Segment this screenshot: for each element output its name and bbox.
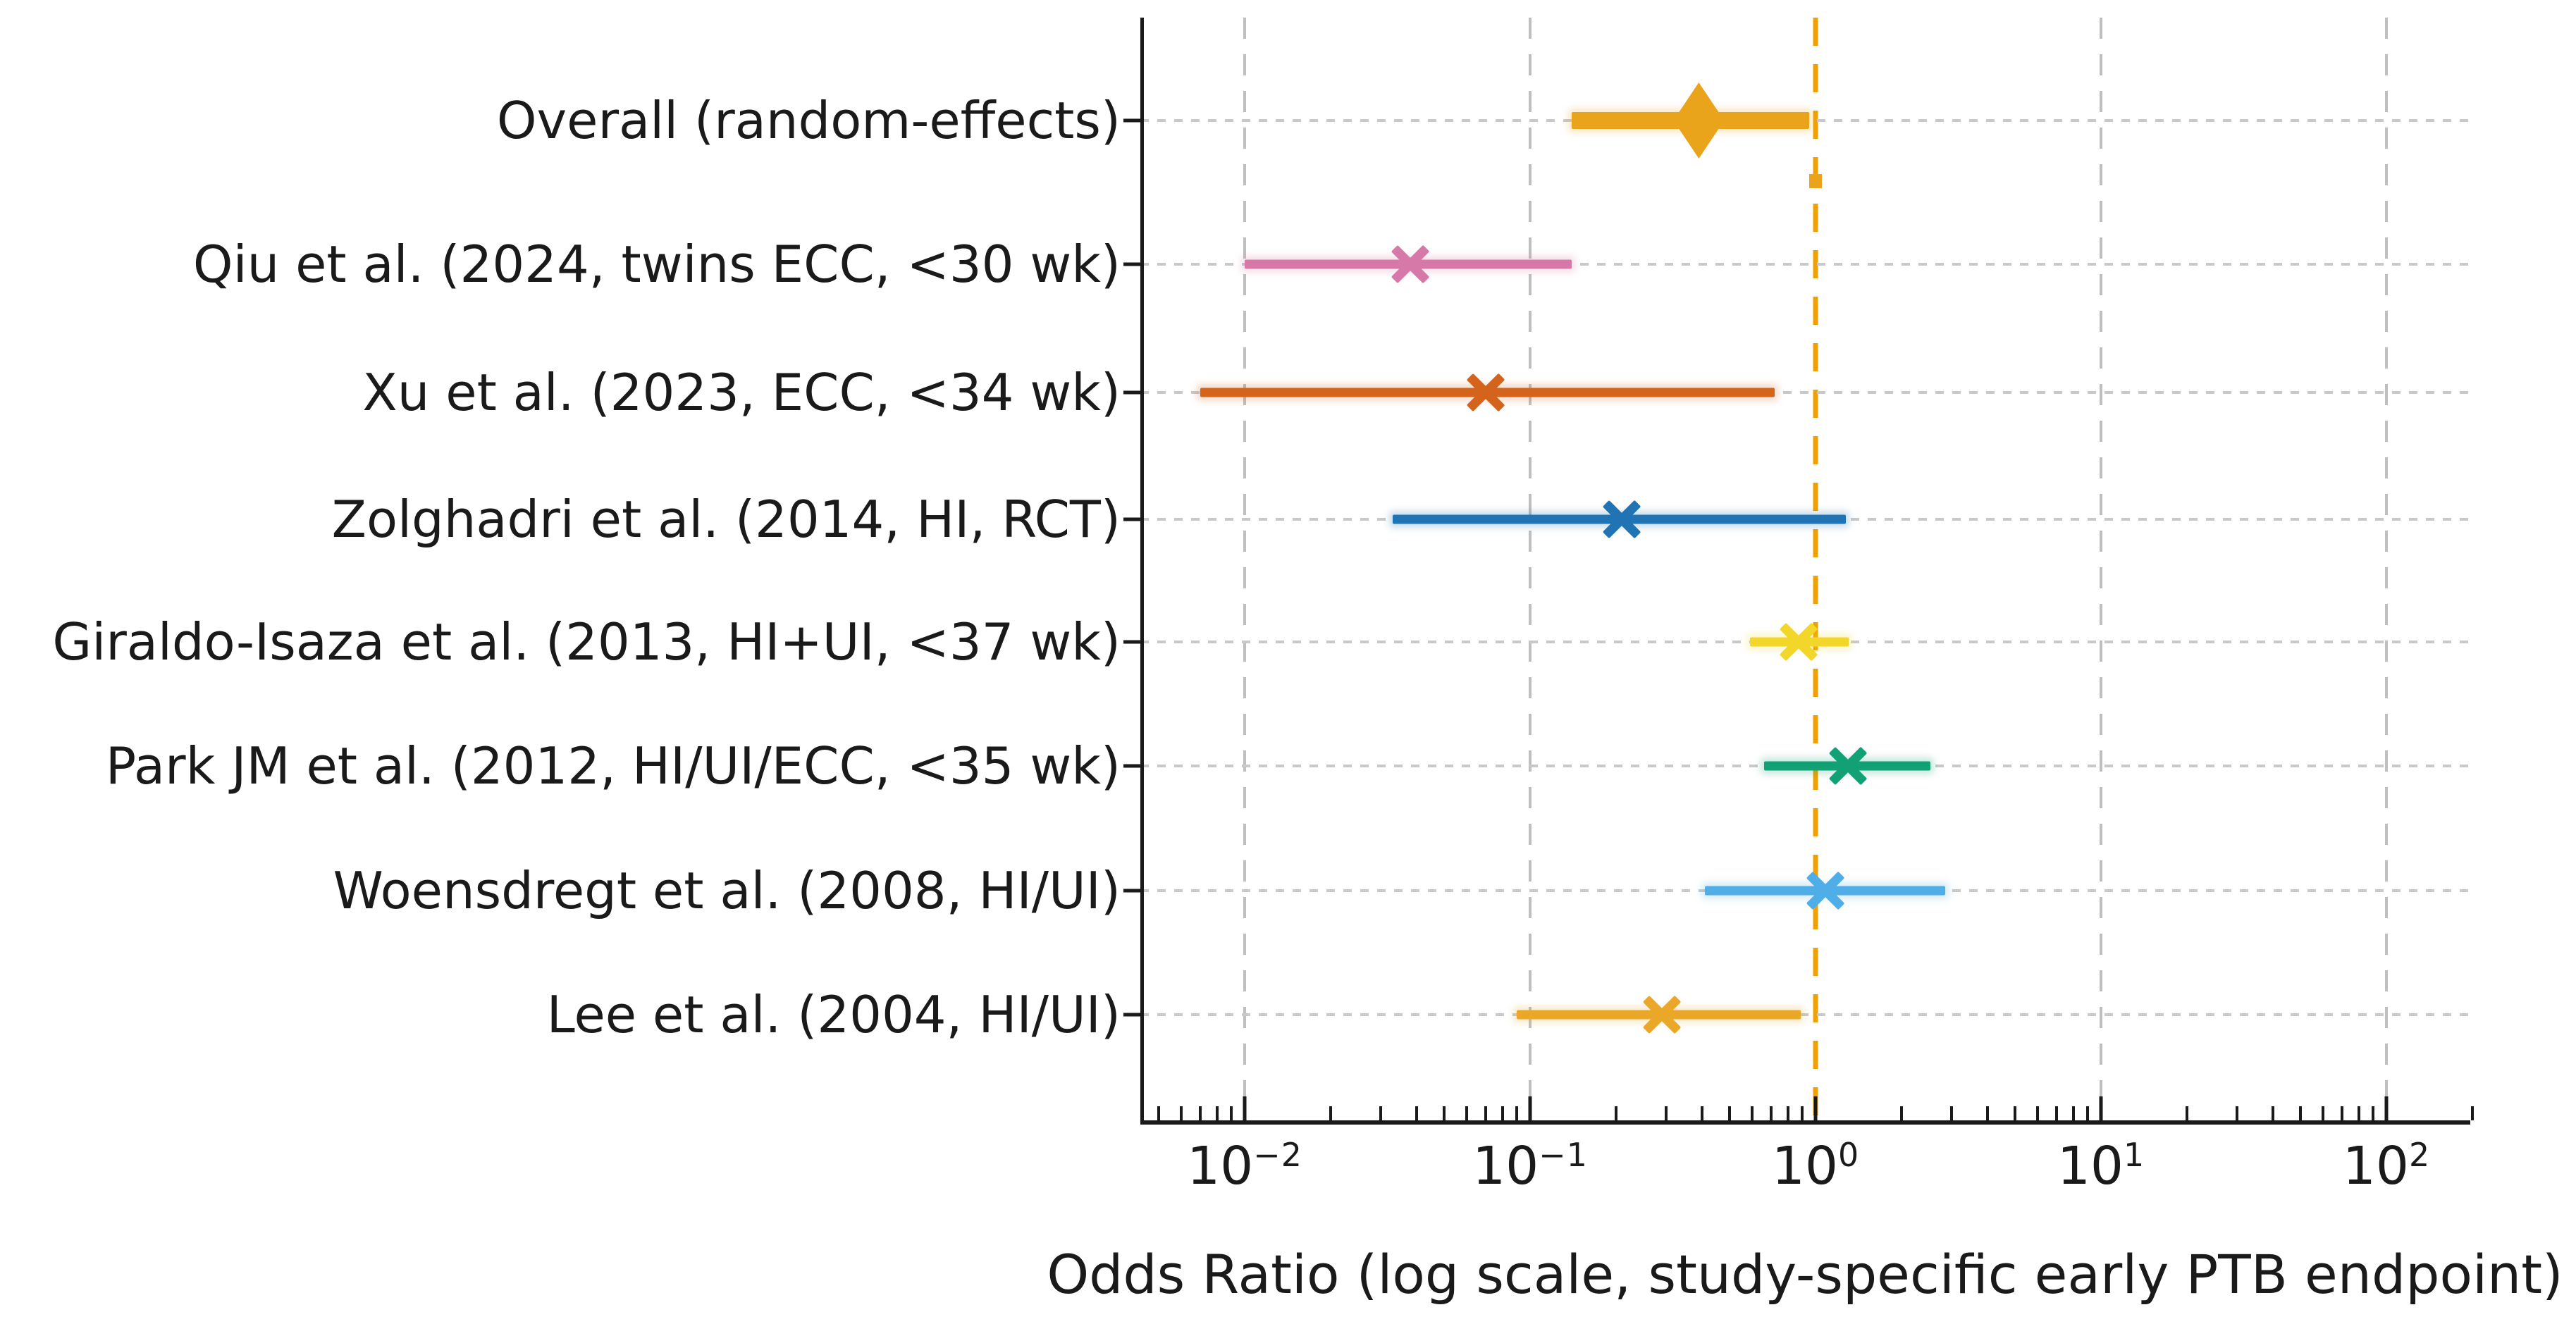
y-tick	[1123, 118, 1140, 123]
x-major-tick	[1813, 1096, 1818, 1120]
x-minor-tick	[1665, 1106, 1668, 1120]
x-minor-tick	[1899, 1106, 1903, 1120]
row-label: Park JM et al. (2012, HI/UI/ECC, <35 wk)	[105, 736, 1121, 796]
x-minor-tick	[1379, 1106, 1383, 1120]
x-minor-tick	[1786, 1106, 1789, 1120]
x-minor-tick	[1329, 1106, 1332, 1120]
vertical-gridline-10e-1	[1529, 18, 1532, 1120]
x-tick-label-10e1: 101	[2057, 1136, 2145, 1197]
x-minor-tick	[1700, 1106, 1703, 1120]
x-minor-tick	[2341, 1106, 2344, 1120]
x-minor-tick	[2357, 1106, 2360, 1120]
study-x-marker	[1779, 622, 1818, 662]
vertical-gridline-10e1	[2100, 18, 2102, 1120]
vertical-gridline-10e2	[2385, 18, 2388, 1120]
row-label: Lee et al. (2004, HI/UI)	[546, 985, 1121, 1044]
x-major-tick	[2099, 1096, 2103, 1120]
y-tick	[1123, 764, 1140, 768]
x-minor-tick	[2236, 1106, 2239, 1120]
row-label: Xu et al. (2023, ECC, <34 wk)	[362, 363, 1121, 422]
summary-diamond-marker	[1673, 82, 1725, 159]
study-x-marker	[1467, 373, 1505, 412]
x-minor-tick	[2086, 1106, 2090, 1120]
row-gridline	[1140, 391, 2470, 394]
x-minor-tick	[1199, 1106, 1202, 1120]
y-tick	[1123, 390, 1140, 395]
row-gridline	[1140, 1013, 2470, 1016]
x-tick-label-10e-2: 10−2	[1187, 1136, 1302, 1197]
row-label: Overall (random-effects)	[496, 91, 1121, 150]
row-gridline	[1140, 263, 2470, 266]
x-minor-tick	[2271, 1106, 2274, 1120]
row-label: Woensdregt et al. (2008, HI/UI)	[333, 861, 1121, 920]
x-minor-tick	[1614, 1106, 1617, 1120]
x-minor-tick	[2014, 1106, 2017, 1120]
study-x-marker	[1643, 995, 1682, 1034]
reference-annotation-square	[1809, 174, 1822, 188]
x-tick-label-10e2: 102	[2342, 1136, 2431, 1197]
x-minor-tick	[1500, 1106, 1504, 1120]
x-minor-tick	[1230, 1106, 1233, 1120]
x-minor-tick	[2372, 1106, 2375, 1120]
x-minor-tick	[2322, 1106, 2325, 1120]
x-minor-tick	[1770, 1106, 1773, 1120]
study-x-marker	[1806, 871, 1844, 910]
x-minor-tick	[2185, 1106, 2188, 1120]
x-minor-tick	[2071, 1106, 2075, 1120]
y-tick	[1123, 889, 1140, 893]
row-label: Giraldo-Isaza et al. (2013, HI+UI, <37 w…	[52, 612, 1121, 672]
x-minor-tick	[2299, 1106, 2303, 1120]
vertical-gridline-10e-2	[1243, 18, 1246, 1120]
x-minor-tick	[2470, 1106, 2474, 1120]
x-minor-tick	[1415, 1106, 1418, 1120]
x-minor-tick	[1484, 1106, 1488, 1120]
y-tick	[1123, 640, 1140, 644]
x-axis-spine	[1140, 1120, 2470, 1125]
x-minor-tick	[2036, 1106, 2040, 1120]
row-label: Qiu et al. (2024, twins ECC, <30 wk)	[192, 235, 1121, 294]
x-minor-tick	[1801, 1106, 1804, 1120]
x-minor-tick	[1728, 1106, 1732, 1120]
x-minor-tick	[1751, 1106, 1754, 1120]
x-minor-tick	[1465, 1106, 1469, 1120]
row-label: Zolghadri et al. (2014, HI, RCT)	[331, 490, 1121, 549]
x-major-tick	[1243, 1096, 1247, 1120]
x-axis-title: Odds Ratio (log scale, study-specific ea…	[1047, 1243, 2563, 1306]
study-x-marker	[1391, 245, 1429, 284]
study-x-marker	[1603, 500, 1641, 539]
y-tick	[1123, 1013, 1140, 1017]
study-x-marker	[1829, 746, 1868, 786]
x-minor-tick	[1180, 1106, 1183, 1120]
x-minor-tick	[1950, 1106, 1954, 1120]
x-tick-label-10e-1: 10−1	[1472, 1136, 1588, 1197]
y-axis-spine	[1140, 18, 1144, 1125]
y-tick	[1123, 517, 1140, 521]
x-minor-tick	[1515, 1106, 1519, 1120]
x-minor-tick	[2055, 1106, 2059, 1120]
x-minor-tick	[1157, 1106, 1161, 1120]
x-major-tick	[1528, 1096, 1532, 1120]
x-minor-tick	[1215, 1106, 1219, 1120]
x-minor-tick	[1443, 1106, 1446, 1120]
x-major-tick	[2384, 1096, 2389, 1120]
y-tick	[1123, 262, 1140, 266]
reference-line-or-1	[1813, 18, 1818, 1120]
x-minor-tick	[1985, 1106, 1989, 1120]
x-tick-label-10e0: 100	[1771, 1136, 1860, 1197]
